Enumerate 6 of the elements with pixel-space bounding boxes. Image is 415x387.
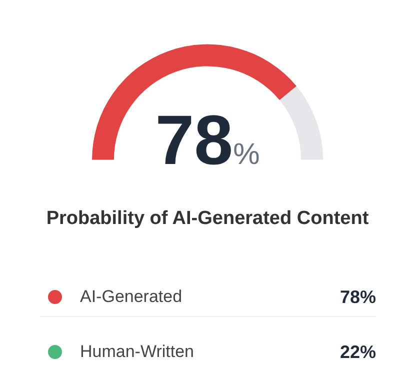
text: Human-Written (80, 342, 195, 362)
text: AI-Generated (80, 287, 184, 307)
text: 78% (155, 101, 260, 179)
text: 22% (340, 342, 376, 362)
text: Probability of AI-Generated Content (45, 208, 370, 230)
text: 78% (340, 286, 376, 308)
